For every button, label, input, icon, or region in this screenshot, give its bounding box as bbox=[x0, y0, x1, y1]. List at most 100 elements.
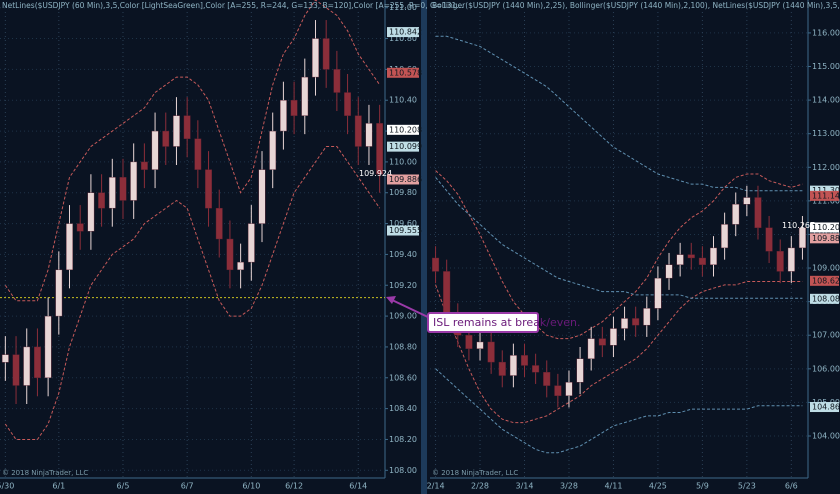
candle-body bbox=[643, 308, 651, 326]
price-marker bbox=[810, 185, 839, 196]
candle-body bbox=[543, 371, 551, 386]
candle-body bbox=[301, 76, 309, 116]
candle-body bbox=[509, 355, 517, 376]
price-marker bbox=[810, 293, 839, 304]
price-marker-label: 109.555 bbox=[389, 226, 422, 235]
price-marker-label: 110.842 bbox=[389, 28, 422, 37]
price-marker-label: 111.149 bbox=[812, 191, 840, 200]
y-tick-label: 106.00 bbox=[812, 364, 840, 373]
candle-body bbox=[162, 130, 170, 147]
price-marker bbox=[810, 233, 839, 244]
y-tick-label: 110.80 bbox=[389, 34, 417, 43]
candle-body bbox=[34, 346, 41, 378]
candle-body bbox=[487, 341, 495, 363]
price-marker-label: 108.084 bbox=[812, 294, 840, 303]
candle-body bbox=[732, 204, 740, 225]
candle-body bbox=[565, 382, 573, 396]
x-tick-label: 6/6 bbox=[785, 482, 798, 491]
candle-body bbox=[279, 100, 287, 132]
candle-body bbox=[1, 354, 9, 363]
candle-body bbox=[776, 251, 784, 272]
price-marker bbox=[810, 222, 839, 233]
x-tick-label: 6/14 bbox=[349, 482, 367, 491]
y-tick-label: 109.20 bbox=[389, 281, 417, 290]
chart-panel: 108.00 108.20 108.40 108.60 108.80 109.00 109.… bbox=[0, 0, 464, 491]
candle-body bbox=[130, 161, 138, 201]
candle-body bbox=[665, 264, 673, 279]
annotation: ISL remains at break/even. bbox=[386, 296, 581, 333]
y-tick-label: 115.00 bbox=[812, 62, 840, 71]
y-tick-label: 108.20 bbox=[389, 435, 417, 444]
candle-body bbox=[237, 261, 245, 271]
y-tick-label: 109.60 bbox=[389, 219, 417, 228]
candle-body bbox=[55, 269, 63, 317]
price-marker-label: 109.886 bbox=[389, 175, 422, 184]
candle-body bbox=[333, 69, 341, 93]
candle-body bbox=[173, 115, 180, 147]
x-tick-label: 4/25 bbox=[649, 482, 667, 491]
chart-title: NetLines($USDJPY (60 Min),3,5,Color [Lig… bbox=[2, 1, 464, 10]
x-tick-label: 6/10 bbox=[242, 482, 260, 491]
y-tick-label: 108.80 bbox=[389, 342, 417, 351]
candle-body bbox=[465, 335, 473, 349]
candle-body bbox=[312, 38, 319, 78]
candle-body bbox=[532, 365, 540, 373]
candle-body bbox=[443, 271, 451, 316]
candle-body bbox=[66, 223, 73, 271]
panel-divider bbox=[421, 0, 427, 494]
candle-body bbox=[269, 130, 277, 170]
candle-body bbox=[183, 115, 191, 139]
candle-body bbox=[587, 338, 595, 359]
candle-body bbox=[376, 123, 384, 175]
price-marker-label: 110.578 bbox=[389, 68, 422, 77]
copyright: © 2018 NinjaTrader, LLC bbox=[432, 469, 518, 477]
price-marker-label: 110.208 bbox=[389, 125, 422, 134]
y-tick-label: 114.00 bbox=[812, 96, 840, 105]
x-tick-label: 3/28 bbox=[560, 482, 578, 491]
candle-body bbox=[354, 115, 362, 147]
candle-body bbox=[98, 192, 106, 209]
candle-body bbox=[554, 385, 562, 396]
price-marker bbox=[810, 275, 839, 286]
x-tick-label: 2/14 bbox=[427, 482, 445, 491]
candle-body bbox=[215, 207, 223, 240]
candle-body bbox=[721, 224, 729, 249]
x-tick-label: 6/12 bbox=[285, 482, 303, 491]
candle-body bbox=[12, 354, 20, 386]
candle-body bbox=[709, 247, 718, 265]
candle-body bbox=[290, 100, 298, 116]
y-tick-label: 109.80 bbox=[389, 188, 417, 197]
candle-body bbox=[787, 247, 795, 272]
y-tick-label: 108.40 bbox=[389, 404, 417, 413]
x-tick-label: 6/1 bbox=[52, 482, 65, 491]
candle-body bbox=[322, 38, 330, 70]
y-tick-label: 107.00 bbox=[812, 331, 840, 340]
x-tick-label: 3/14 bbox=[516, 482, 534, 491]
y-tick-label: 112.00 bbox=[812, 163, 840, 172]
candle-body bbox=[140, 161, 148, 170]
candle-body bbox=[687, 254, 695, 259]
y-tick-label: 116.00 bbox=[812, 28, 840, 37]
price-marker-label: 110.099 bbox=[389, 142, 422, 151]
candle-body bbox=[520, 355, 529, 366]
candle-body bbox=[798, 227, 806, 249]
candle-body bbox=[754, 197, 762, 228]
candle-body bbox=[676, 254, 684, 265]
price-marker-label: 111.305 bbox=[812, 186, 840, 195]
price-marker-label: 109.885 bbox=[812, 234, 840, 243]
candle-body bbox=[23, 346, 31, 386]
y-tick-label: 113.00 bbox=[812, 129, 840, 138]
copyright: © 2018 NinjaTrader, LLC bbox=[2, 469, 88, 477]
price-marker bbox=[387, 174, 419, 185]
y-tick-label: 108.00 bbox=[389, 466, 417, 475]
candle-body bbox=[344, 92, 351, 116]
band-line bbox=[4, 146, 381, 440]
candle-body bbox=[609, 328, 617, 346]
price-marker bbox=[387, 67, 419, 78]
price-marker-label: 104.863 bbox=[812, 403, 840, 412]
candle-body bbox=[226, 238, 234, 271]
y-tick-label: 108.60 bbox=[389, 373, 417, 382]
candle-body bbox=[87, 192, 95, 232]
candle-body bbox=[258, 169, 266, 224]
